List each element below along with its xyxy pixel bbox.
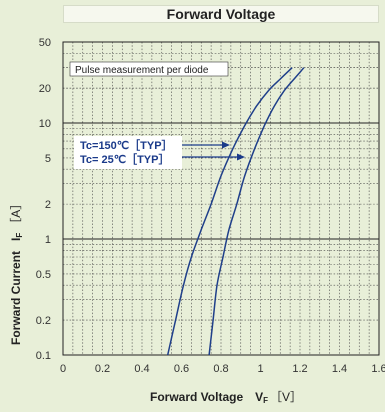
y-tick-label: 50 bbox=[39, 37, 51, 49]
legend-label-25: Tc= 25℃［TYP］ bbox=[80, 152, 169, 166]
x-tick-label: 0.6 bbox=[174, 363, 189, 375]
grid bbox=[63, 42, 379, 355]
x-tick-label: 1.2 bbox=[292, 363, 307, 375]
x-tick-label: 1.6 bbox=[371, 363, 385, 375]
x-axis-label: Forward Voltage VF ［V］ bbox=[150, 390, 302, 405]
y-tick-label: 1 bbox=[45, 234, 51, 246]
annotation-text: Pulse measurement per diode bbox=[75, 65, 209, 76]
annotation-box bbox=[69, 61, 229, 77]
x-tick-label: 1 bbox=[257, 363, 263, 375]
x-tick-label: 0.2 bbox=[95, 363, 110, 375]
y-tick-label: 5 bbox=[45, 153, 51, 165]
y-tick-label: 0.1 bbox=[36, 350, 51, 362]
y-tick-label: 2 bbox=[45, 199, 51, 211]
y-tick-label: 0.2 bbox=[36, 315, 51, 327]
x-tick-label: 0.4 bbox=[134, 363, 149, 375]
x-tick-label: 0 bbox=[60, 363, 66, 375]
curve-tc-150 bbox=[166, 67, 293, 356]
x-tick-label: 1.4 bbox=[332, 363, 347, 375]
y-tick-label: 20 bbox=[39, 83, 51, 95]
chart-title: Forward Voltage bbox=[63, 5, 379, 23]
x-tick-label: 0.8 bbox=[213, 363, 228, 375]
curves bbox=[166, 67, 305, 356]
y-tick-label: 0.5 bbox=[36, 269, 51, 281]
y-axis-label: Forward CurrentIF［A］ bbox=[9, 198, 24, 345]
legend-arrowhead-25 bbox=[237, 153, 245, 161]
legend-label-150: Tc=150℃［TYP］ bbox=[80, 138, 173, 152]
legend-arrowhead-150 bbox=[222, 141, 230, 149]
curve-tc-25 bbox=[208, 67, 305, 356]
legend-box bbox=[74, 136, 182, 169]
y-tick-label: 10 bbox=[39, 118, 51, 130]
tick-labels: 0 0.2 0.4 0.6 0.8 1 1.2 1.4 1.6 0.1 0.2 0.5 1 2 5 10 20 5… bbox=[36, 37, 385, 375]
plot-frame bbox=[62, 41, 380, 356]
